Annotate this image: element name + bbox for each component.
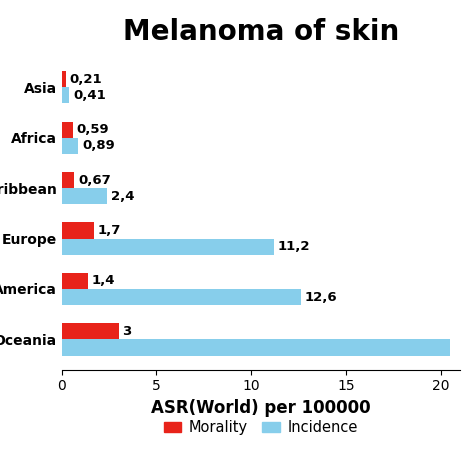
Bar xyxy=(62,289,301,305)
Bar xyxy=(62,172,74,188)
Bar xyxy=(62,273,88,289)
Text: 0,89: 0,89 xyxy=(82,139,115,152)
Bar xyxy=(62,323,118,339)
Bar xyxy=(62,188,107,204)
Text: 2,4: 2,4 xyxy=(111,190,135,203)
Bar xyxy=(62,121,73,137)
X-axis label: ASR(World) per 100000: ASR(World) per 100000 xyxy=(151,399,371,417)
Text: 0,41: 0,41 xyxy=(73,89,106,102)
Bar xyxy=(62,71,65,87)
Bar xyxy=(62,339,450,356)
Text: 0,67: 0,67 xyxy=(78,173,111,187)
Text: 1,7: 1,7 xyxy=(98,224,121,237)
Text: 1,4: 1,4 xyxy=(92,274,116,287)
Text: 3: 3 xyxy=(122,325,132,338)
Text: 12,6: 12,6 xyxy=(304,291,337,303)
Text: 11,2: 11,2 xyxy=(278,240,310,253)
Bar xyxy=(62,222,94,238)
Legend: Morality, Incidence: Morality, Incidence xyxy=(158,414,364,441)
Bar xyxy=(62,87,69,103)
Bar xyxy=(62,238,274,255)
Bar xyxy=(62,137,79,154)
Text: 0,21: 0,21 xyxy=(69,73,102,86)
Text: 0,59: 0,59 xyxy=(77,123,109,136)
Title: Melanoma of skin: Melanoma of skin xyxy=(123,18,399,46)
